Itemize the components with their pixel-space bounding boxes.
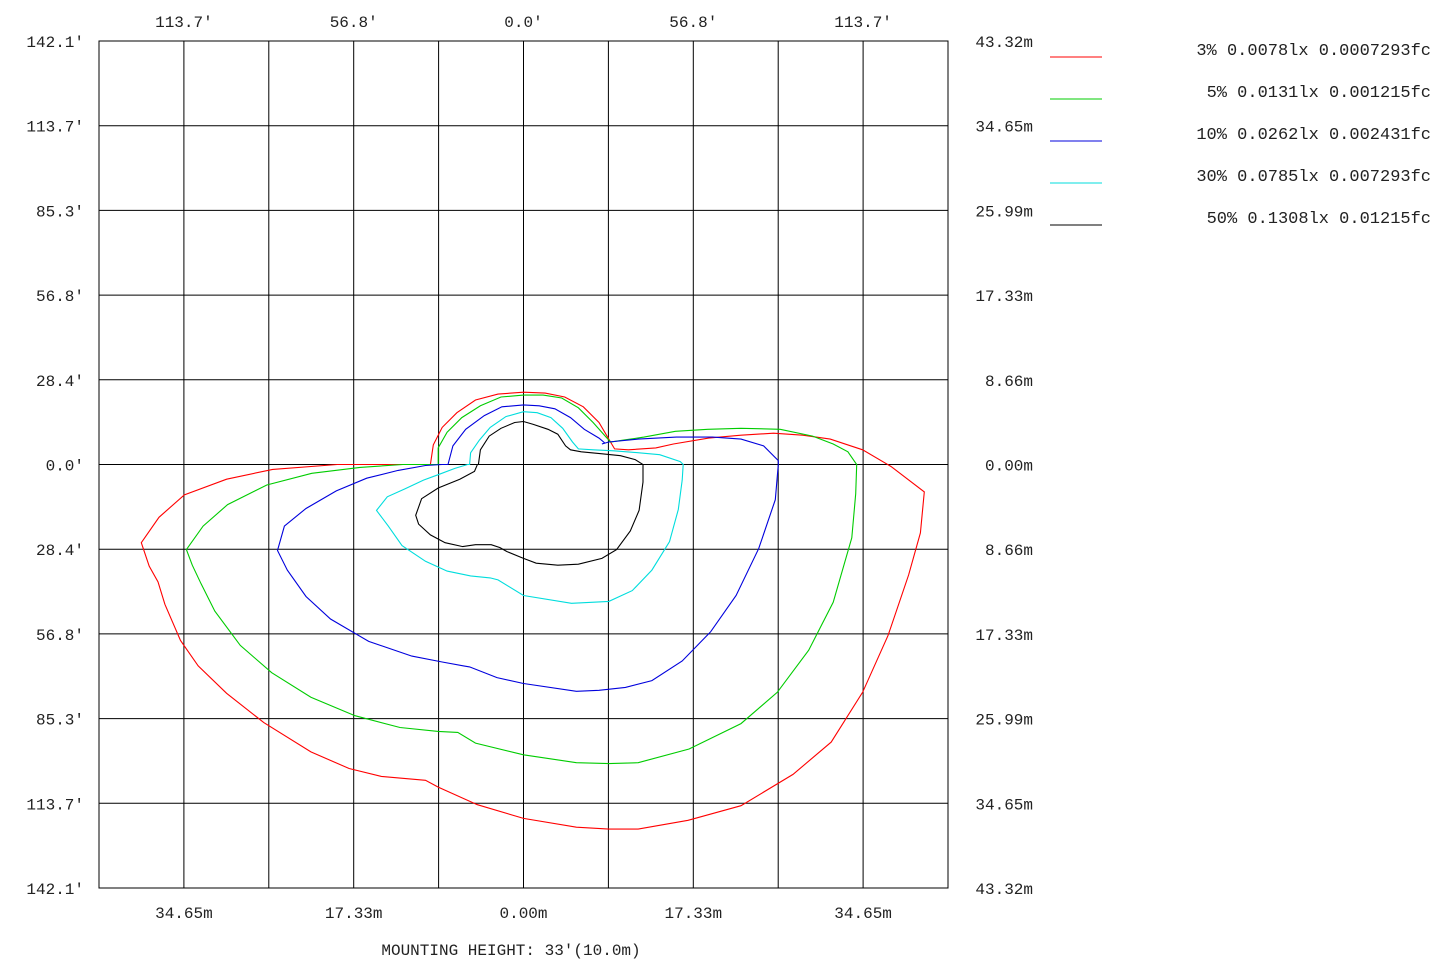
left-tick-label: 142.1' (26, 881, 84, 899)
legend-label: 3% 0.0078lx 0.0007293fc (1196, 42, 1431, 61)
bottom-tick-label: 34.65m (155, 905, 213, 923)
bottom-tick-label: 0.00m (499, 905, 547, 923)
top-tick-label: 56.8' (330, 14, 378, 32)
x-axis-label: MOUNTING HEIGHT: 33'(10.0m) (381, 942, 640, 960)
right-tick-label: 25.99m (975, 712, 1033, 730)
legend-label: 10% 0.0262lx 0.002431fc (1196, 126, 1431, 145)
left-tick-label: 142.1' (26, 34, 84, 52)
bottom-tick-label: 34.65m (834, 905, 892, 923)
contour-series-5 (415, 420, 644, 566)
top-tick-label: 56.8' (669, 14, 717, 32)
top-tick-label: 113.7' (155, 14, 213, 32)
legend-label: 30% 0.0785lx 0.007293fc (1196, 168, 1431, 187)
right-tick-label: 8.66m (985, 542, 1033, 560)
right-tick-label: 34.65m (975, 119, 1033, 137)
left-tick-label: 56.8' (36, 627, 84, 645)
right-tick-label: 25.99m (975, 203, 1033, 221)
left-tick-label: 28.4' (36, 373, 84, 391)
plot-grid (98, 40, 949, 889)
right-tick-label: 43.32m (975, 881, 1033, 899)
top-tick-label: 0.0' (504, 14, 542, 32)
left-tick-label: 113.7' (26, 796, 84, 814)
legend: 3% 0.0078lx 0.0007293fc 5% 0.0131lx 0.001… (1050, 42, 1431, 229)
left-tick-label: 85.3' (36, 712, 84, 730)
contour-lines (140, 391, 925, 830)
right-tick-label: 17.33m (975, 288, 1033, 306)
contour-series-3 (276, 404, 779, 692)
bottom-tick-label: 17.33m (325, 905, 383, 923)
left-tick-label: 85.3' (36, 203, 84, 221)
right-tick-label: 43.32m (975, 34, 1033, 52)
top-tick-label: 113.7' (834, 14, 892, 32)
legend-label: 50% 0.1308lx 0.01215fc (1207, 210, 1431, 229)
contour-series-4 (375, 411, 684, 604)
left-tick-label: 0.0' (46, 458, 84, 476)
right-tick-label: 0.00m (985, 458, 1033, 476)
left-tick-label: 28.4' (36, 542, 84, 560)
bottom-tick-label: 17.33m (664, 905, 722, 923)
right-tick-label: 17.33m (975, 627, 1033, 645)
left-tick-label: 56.8' (36, 288, 84, 306)
contour-series-2 (185, 394, 858, 765)
contour-series-1 (140, 391, 925, 830)
left-tick-label: 113.7' (26, 119, 84, 137)
right-tick-label: 8.66m (985, 373, 1033, 391)
legend-label: 5% 0.0131lx 0.001215fc (1207, 84, 1431, 103)
axis-tick-labels: 113.7' 56.8' 0.0' 56.8' 113.7' 34.65m 17.33m 0.… (26, 14, 1033, 923)
right-tick-label: 34.65m (975, 796, 1033, 814)
